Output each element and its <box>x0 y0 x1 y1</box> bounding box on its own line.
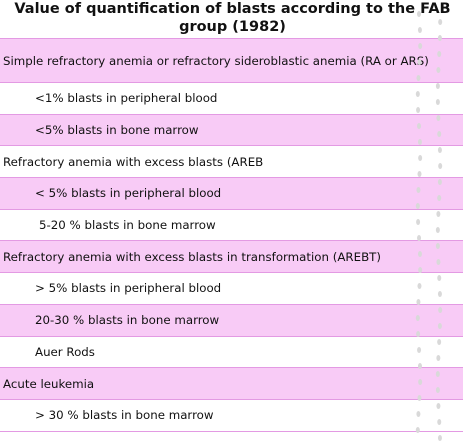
row-text: Refractory anemia with excess blasts (AR… <box>3 154 264 169</box>
table-row: > 5% blasts in peripheral blood <box>0 272 463 304</box>
table-row: Auer Rods <box>0 335 463 368</box>
row-text: Auer Rods <box>35 344 95 359</box>
dot <box>437 435 442 441</box>
row-text: > 30 % blasts in bone marrow <box>35 408 214 423</box>
table-row: Acute leukemia <box>0 367 463 399</box>
table-row: 20-30 % blasts in bone marrow <box>0 303 463 336</box>
table-row: < 5% blasts in peripheral blood <box>0 177 463 209</box>
fab-blast-table: Simple refractory anemia or refractory s… <box>0 38 463 432</box>
table-row: Simple refractory anemia or refractory s… <box>0 38 463 82</box>
row-text: Acute leukemia <box>3 376 95 391</box>
row-text: < 5% blasts in peripheral blood <box>35 186 222 201</box>
row-text: Simple refractory anemia or refractory s… <box>3 53 429 68</box>
table-title: Value of quantification of blasts accord… <box>14 1 451 35</box>
table-row: <5% blasts in bone marrow <box>0 113 463 146</box>
row-text: 20-30 % blasts in bone marrow <box>35 313 220 328</box>
table-row: Refractory anemia with excess blasts in … <box>0 240 463 273</box>
row-text: > 5% blasts in peripheral blood <box>35 281 222 296</box>
table-row: Refractory anemia with excess blasts (AR… <box>0 145 463 178</box>
row-text: <1% blasts in peripheral blood <box>35 91 218 106</box>
table-row: <1% blasts in peripheral blood <box>0 82 463 114</box>
table-row: 5-20 % blasts in bone marrow <box>0 208 463 241</box>
row-text: Refractory anemia with excess blasts in … <box>3 249 381 264</box>
row-text: <5% blasts in bone marrow <box>35 123 199 138</box>
row-text: 5-20 % blasts in bone marrow <box>39 218 216 233</box>
table-row: > 30 % blasts in bone marrow <box>0 398 463 431</box>
